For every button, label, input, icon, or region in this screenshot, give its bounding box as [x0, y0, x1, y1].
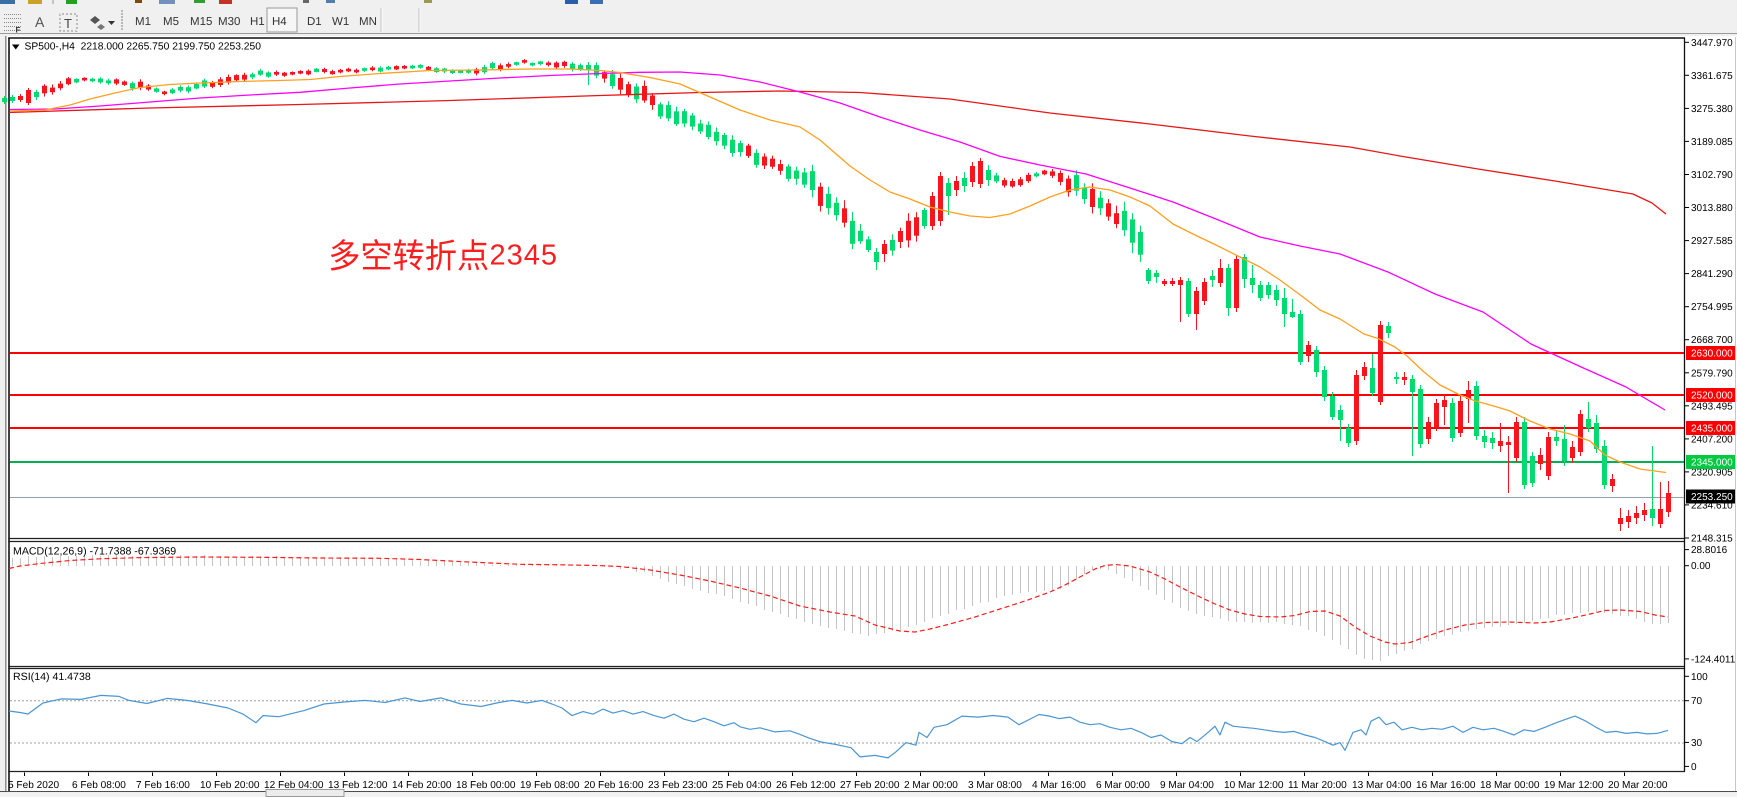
svg-text:28.8016: 28.8016 — [1691, 545, 1728, 556]
svg-text:M1: M1 — [135, 16, 151, 28]
svg-text:3361.675: 3361.675 — [1691, 71, 1733, 82]
svg-text:A: A — [35, 14, 45, 30]
svg-text:30: 30 — [1691, 738, 1703, 749]
svg-text:T: T — [64, 16, 72, 31]
svg-text:W1: W1 — [332, 16, 349, 28]
svg-text:20 Mar 20:00: 20 Mar 20:00 — [1608, 780, 1668, 791]
svg-text:-124.4011: -124.4011 — [1691, 654, 1736, 665]
svg-text:12 Feb 04:00: 12 Feb 04:00 — [264, 780, 324, 791]
svg-text:26 Feb 12:00: 26 Feb 12:00 — [776, 780, 836, 791]
svg-text:2668.700: 2668.700 — [1691, 335, 1733, 346]
svg-text:2435.000: 2435.000 — [1691, 424, 1733, 435]
svg-text:11 Mar 20:00: 11 Mar 20:00 — [1288, 780, 1347, 791]
svg-text:13 Mar 04:00: 13 Mar 04:00 — [1352, 780, 1412, 791]
svg-text:2345: 2345 — [490, 240, 559, 272]
svg-text:2520.000: 2520.000 — [1691, 391, 1733, 402]
svg-text:MN: MN — [359, 16, 377, 28]
svg-text:2493.495: 2493.495 — [1691, 401, 1733, 412]
svg-text:3102.790: 3102.790 — [1691, 170, 1733, 181]
svg-text:13 Feb 12:00: 13 Feb 12:00 — [328, 780, 388, 791]
svg-text:2345.000: 2345.000 — [1691, 458, 1733, 469]
svg-text:MACD(12,26,9) -71.7388 -67.936: MACD(12,26,9) -71.7388 -67.9369 — [13, 546, 176, 558]
svg-text:19 Feb 08:00: 19 Feb 08:00 — [520, 780, 580, 791]
svg-text:19 Mar 12:00: 19 Mar 12:00 — [1544, 780, 1604, 791]
svg-text:D1: D1 — [307, 16, 322, 28]
svg-text:H4: H4 — [272, 16, 287, 28]
svg-text:6 Mar 00:00: 6 Mar 00:00 — [1096, 780, 1150, 791]
svg-text:2579.790: 2579.790 — [1691, 368, 1733, 379]
svg-text:4 Mar 16:00: 4 Mar 16:00 — [1032, 780, 1086, 791]
svg-text:18 Mar 00:00: 18 Mar 00:00 — [1480, 780, 1540, 791]
svg-text:H1: H1 — [250, 16, 265, 28]
svg-text:3275.380: 3275.380 — [1691, 104, 1733, 115]
svg-text:20 Feb 16:00: 20 Feb 16:00 — [584, 780, 644, 791]
svg-text:2320.905: 2320.905 — [1691, 467, 1733, 478]
svg-text:3 Mar 08:00: 3 Mar 08:00 — [968, 780, 1022, 791]
svg-text:2148.315: 2148.315 — [1691, 534, 1733, 545]
svg-text:0.00: 0.00 — [1691, 561, 1711, 572]
svg-text:2407.200: 2407.200 — [1691, 434, 1733, 445]
svg-text:10 Feb 20:00: 10 Feb 20:00 — [200, 780, 260, 791]
svg-text:M5: M5 — [163, 16, 179, 28]
svg-text:F: F — [16, 26, 21, 35]
svg-text:2754.995: 2754.995 — [1691, 302, 1733, 313]
svg-text:M30: M30 — [218, 16, 240, 28]
svg-text:14 Feb 20:00: 14 Feb 20:00 — [392, 780, 452, 791]
svg-text:3189.085: 3189.085 — [1691, 137, 1733, 148]
svg-text:100: 100 — [1691, 672, 1708, 683]
svg-text:18 Feb 00:00: 18 Feb 00:00 — [456, 780, 516, 791]
svg-text:16 Mar 16:00: 16 Mar 16:00 — [1416, 780, 1476, 791]
svg-text:2630.000: 2630.000 — [1691, 349, 1733, 360]
svg-text:2 Mar 00:00: 2 Mar 00:00 — [904, 780, 958, 791]
svg-text:2927.585: 2927.585 — [1691, 236, 1733, 247]
svg-text:23 Feb 23:00: 23 Feb 23:00 — [648, 780, 708, 791]
svg-text:0: 0 — [1691, 762, 1697, 773]
svg-text:3447.970: 3447.970 — [1691, 38, 1733, 49]
svg-text:25 Feb 04:00: 25 Feb 04:00 — [712, 780, 772, 791]
svg-text:3013.880: 3013.880 — [1691, 203, 1733, 214]
svg-text:RSI(14) 41.4738: RSI(14) 41.4738 — [13, 671, 91, 683]
svg-text:10 Mar 12:00: 10 Mar 12:00 — [1224, 780, 1284, 791]
svg-text:9 Mar 04:00: 9 Mar 04:00 — [1160, 780, 1214, 791]
svg-text:5 Feb 2020: 5 Feb 2020 — [8, 780, 59, 791]
svg-text:M15: M15 — [190, 16, 212, 28]
svg-text:6 Feb 08:00: 6 Feb 08:00 — [72, 780, 126, 791]
svg-text:2253.250: 2253.250 — [1691, 492, 1733, 503]
svg-text:SP500-,H4 2218.000 2265.750 2: SP500-,H4 2218.000 2265.750 2199.750 225… — [25, 42, 262, 53]
svg-text:70: 70 — [1691, 696, 1703, 707]
svg-text:2841.290: 2841.290 — [1691, 269, 1733, 280]
svg-text:27 Feb 20:00: 27 Feb 20:00 — [840, 780, 900, 791]
svg-text:7 Feb 16:00: 7 Feb 16:00 — [136, 780, 190, 791]
svg-text:2234.610: 2234.610 — [1691, 500, 1733, 511]
